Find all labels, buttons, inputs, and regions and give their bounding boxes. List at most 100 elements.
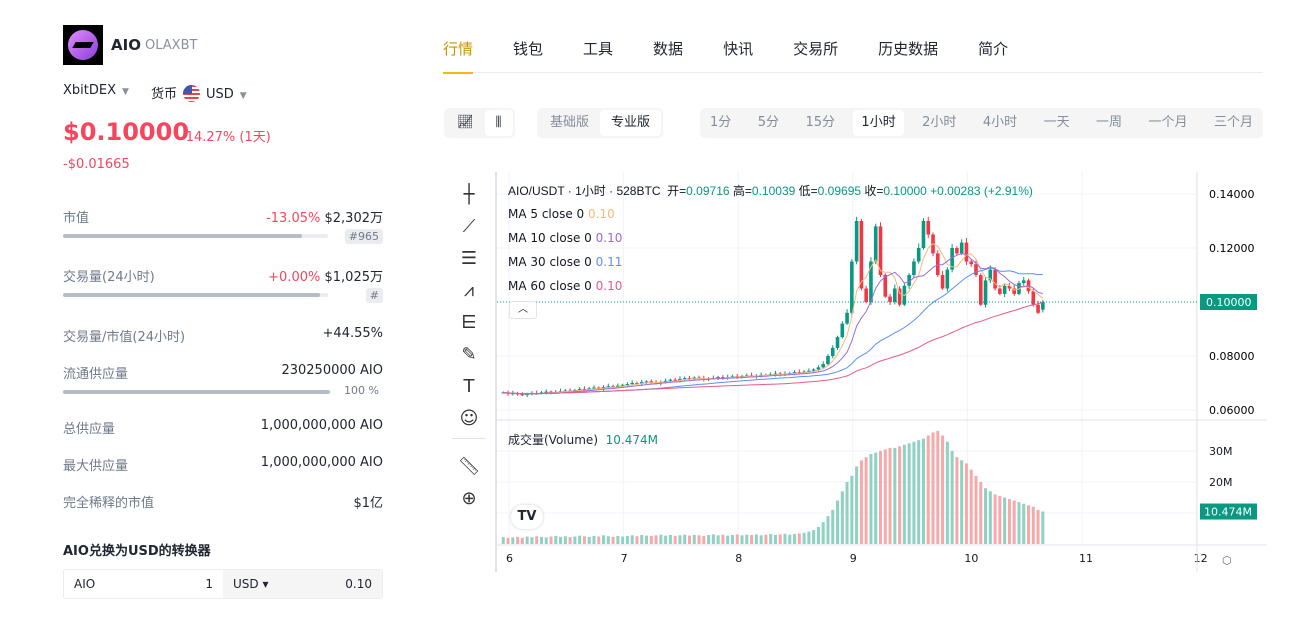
volume-bar xyxy=(783,533,787,544)
volume-bar xyxy=(573,536,577,544)
volume-bar xyxy=(726,535,730,544)
interval-6[interactable]: 一天 xyxy=(1043,115,1070,130)
stat-change: +0.00% xyxy=(268,270,321,285)
interval-2[interactable]: 15分 xyxy=(805,115,835,130)
interval-5[interactable]: 4小时 xyxy=(982,115,1018,130)
candle-body xyxy=(850,261,854,313)
fib-icon[interactable]: ⋿ xyxy=(461,311,477,333)
interval-7[interactable]: 一周 xyxy=(1096,115,1123,130)
crosshair-icon[interactable]: ┼ xyxy=(463,183,475,205)
stat-progress-bar xyxy=(63,293,328,297)
candle-body xyxy=(883,275,888,297)
volume-bar xyxy=(869,454,873,544)
volume-bar xyxy=(516,536,520,544)
volume-bar xyxy=(878,451,882,544)
tab-2[interactable]: 工具 xyxy=(583,40,614,58)
volume-legend: 成交量(Volume) 10.474M xyxy=(508,431,658,448)
line-chart-icon[interactable]: 📈︎ xyxy=(457,115,474,130)
volume-bar xyxy=(926,435,930,544)
volume-bar xyxy=(807,531,811,544)
from-amount-input[interactable]: 1 xyxy=(205,577,213,591)
stat-label: 市值 xyxy=(63,211,90,226)
candle-body xyxy=(549,391,553,393)
candle-body xyxy=(1007,285,1012,289)
volume-bar xyxy=(535,536,539,544)
volume-bar xyxy=(530,537,534,544)
ruler-icon[interactable]: 📏︎ xyxy=(457,455,481,477)
converter-to[interactable]: USD ▾ 0.10 xyxy=(223,570,382,598)
candle-body xyxy=(912,261,916,275)
ma-value: 0.10 xyxy=(595,231,623,245)
candle-body xyxy=(897,288,902,305)
tab-3[interactable]: 数据 xyxy=(653,40,684,58)
open-label: 开= xyxy=(667,184,687,198)
to-currency-select[interactable]: USD ▾ xyxy=(233,577,269,591)
exchange-select[interactable]: XbitDEX ▼ xyxy=(63,83,129,98)
candle-body xyxy=(687,378,692,380)
interval-9[interactable]: 三个月 xyxy=(1213,115,1253,130)
chart-type-toggle: 📈︎ ⫼ xyxy=(444,108,515,138)
candlestick-icon[interactable]: ⫼ xyxy=(484,110,513,136)
interval-8[interactable]: 一个月 xyxy=(1148,115,1188,130)
tab-1[interactable]: 钱包 xyxy=(513,40,544,58)
change-value: +0.00283 (+2.91%) xyxy=(930,184,1033,198)
volume-bar xyxy=(778,534,782,544)
volume-bar xyxy=(659,534,663,544)
candle-body xyxy=(587,388,592,390)
currency-label: 货币 xyxy=(151,87,178,102)
volume-bar xyxy=(816,526,820,544)
volume-bar xyxy=(649,535,653,544)
volume-bar xyxy=(845,482,849,544)
mode-1[interactable]: 专业版 xyxy=(600,110,662,136)
stat-amount: 1,000,000,000 AIO xyxy=(260,418,383,433)
stat-label: 总供应量 xyxy=(63,422,116,437)
candle-body xyxy=(716,377,720,379)
tab-4[interactable]: 快讯 xyxy=(723,40,754,58)
volume-bar xyxy=(654,535,658,544)
interval-4[interactable]: 2小时 xyxy=(922,115,957,130)
volume-bar xyxy=(692,535,696,544)
tab-7[interactable]: 简介 xyxy=(978,40,1009,58)
tab-0[interactable]: 行情 xyxy=(443,38,474,74)
price-tick: 0.14000 xyxy=(1209,188,1255,201)
volume-bar xyxy=(907,443,911,544)
volume-bar xyxy=(554,535,558,544)
converter-from[interactable]: AIO 1 xyxy=(64,570,223,598)
volume-bar xyxy=(539,536,543,544)
volume-bar xyxy=(697,535,701,544)
high-value: 0.10039 xyxy=(751,184,796,198)
brush-icon[interactable]: ✎ xyxy=(461,343,477,365)
text-icon[interactable]: T xyxy=(463,375,475,397)
trend-line-icon[interactable]: ⟋ xyxy=(462,215,476,237)
interval-3[interactable]: 1小时 xyxy=(853,110,904,136)
zoom-in-icon[interactable]: ⊕ xyxy=(461,487,477,509)
last-price-label: 0.10000 xyxy=(1206,296,1252,309)
volume-bar xyxy=(563,536,567,544)
volume-bar xyxy=(750,535,754,544)
candle-body xyxy=(854,221,859,262)
volume-bar xyxy=(678,535,682,544)
interval-0[interactable]: 1分 xyxy=(710,115,732,130)
tradingview-logo[interactable]: TV xyxy=(511,505,543,529)
converter: AIO 1 USD ▾ 0.10 xyxy=(63,569,383,599)
tab-6[interactable]: 历史数据 xyxy=(878,40,939,58)
candle-body xyxy=(816,367,821,370)
exchange-label: XbitDEX xyxy=(63,83,116,98)
collapse-legend-button[interactable]: ︿ xyxy=(509,301,537,319)
stat-amount: 1,000,000,000 AIO xyxy=(260,455,383,470)
pattern-icon[interactable]: ⩘ xyxy=(463,279,475,301)
rank-badge: #965 xyxy=(344,229,383,244)
price-chart[interactable]: 0.14000 0.12000 0.08000 0.06000 6 7 8 9 10 11 12 30… xyxy=(497,172,1267,572)
mode-0[interactable]: 基础版 xyxy=(550,115,590,130)
tab-5[interactable]: 交易所 xyxy=(793,40,839,58)
currency-select[interactable]: 货币 USD ▼ xyxy=(151,83,247,102)
candle-body xyxy=(974,264,978,275)
volume-bar xyxy=(645,535,649,544)
interval-1[interactable]: 5分 xyxy=(757,115,779,130)
horizontal-lines-icon[interactable]: ☰ xyxy=(460,247,478,269)
toolbar-separator[interactable] xyxy=(495,172,497,572)
volume-value: 10.474M xyxy=(605,433,658,447)
volume-bar xyxy=(716,535,720,544)
emoji-icon[interactable]: ☺ xyxy=(459,407,479,429)
stat-row: 流通供应量 230250000 AIO 100 % xyxy=(63,363,383,403)
